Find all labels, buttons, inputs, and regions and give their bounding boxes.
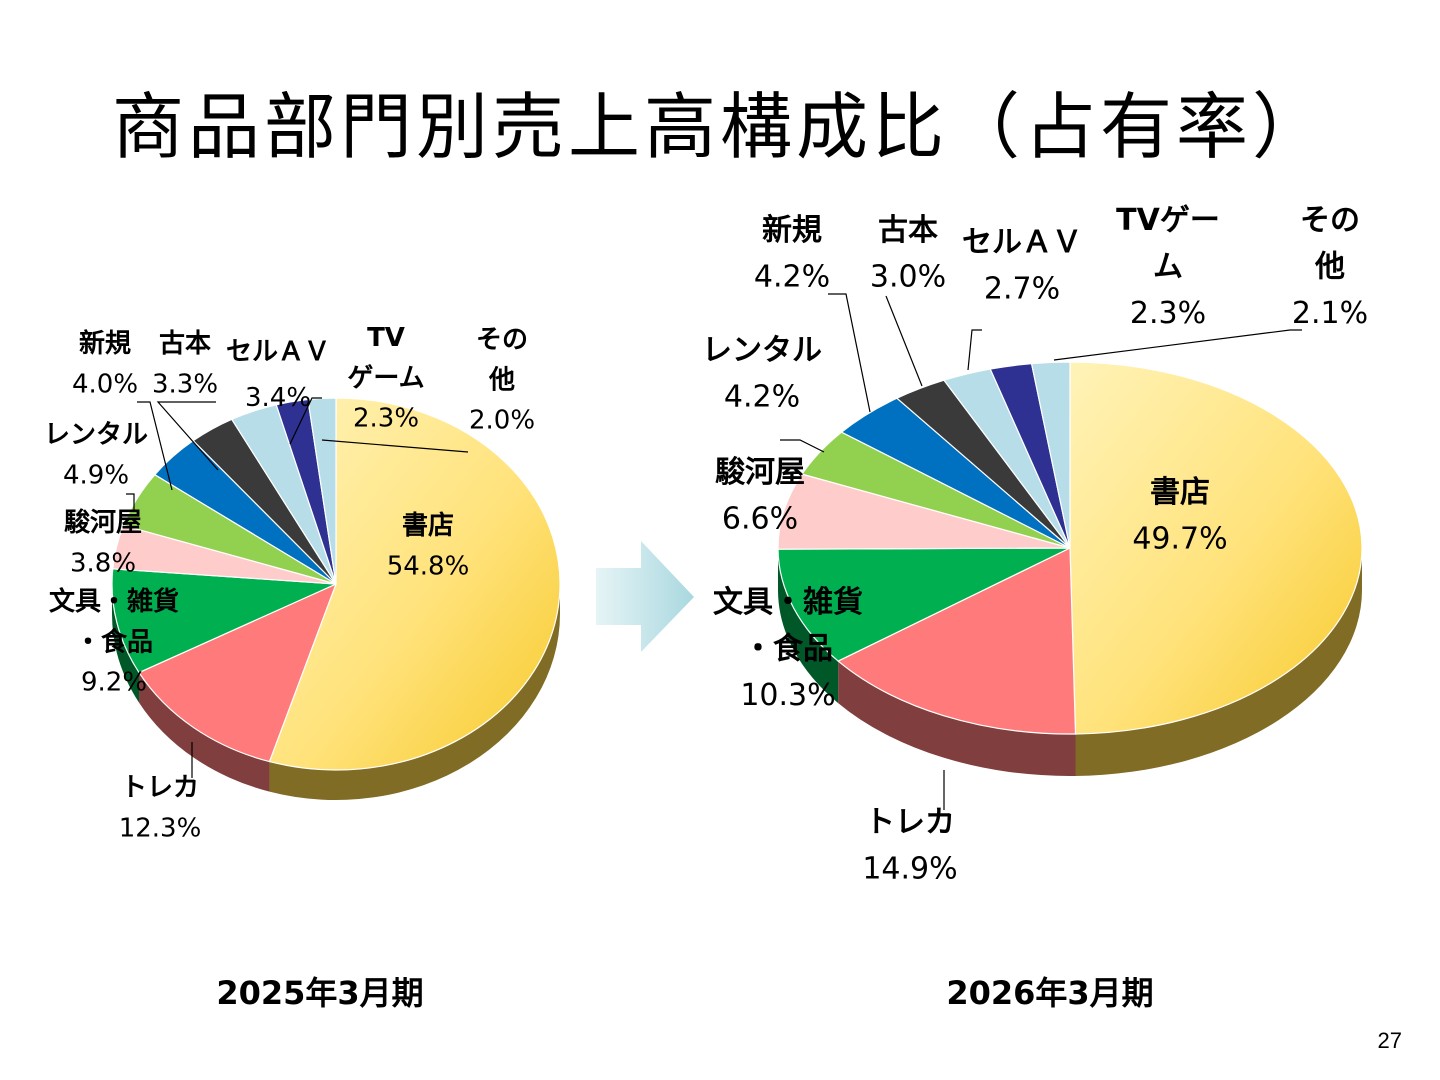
slice-label-TVゲーム: ゲーム [347, 363, 424, 393]
leader-line-TVゲーム [289, 397, 322, 445]
pie-side-トレカ [838, 661, 1076, 777]
leader-line-レンタル [780, 439, 825, 453]
page-number: 27 [1377, 1028, 1402, 1053]
slice-label-レンタル: レンタル [702, 333, 822, 368]
slice-value-駿河屋: 3.8% [70, 548, 136, 578]
slice-value-駿河屋: 6.6% [722, 502, 798, 537]
slice-label-その他: 他 [1314, 250, 1345, 285]
slice-value-古本: 3.3% [152, 369, 218, 399]
pie-slice-書店 [268, 397, 561, 771]
pie-slice-駿河屋 [777, 473, 1071, 550]
leader-line-古本 [156, 401, 219, 471]
slice-label-駿河屋: 駿河屋 [64, 507, 142, 538]
slice-label-古本: 古本 [878, 213, 938, 248]
slice-value-レンタル: 4.9% [63, 460, 129, 490]
slice-label-書店: 書店 [1150, 475, 1210, 510]
slice-value-TVゲーム: 2.3% [1130, 296, 1206, 331]
slice-value-セルAV: 3.4% [245, 383, 311, 413]
pie-side-トレカ [139, 672, 270, 792]
slice-label-その他: 他 [488, 365, 515, 395]
pie-side-文具・雑貨・食品 [778, 549, 839, 704]
leader-line-セルAV [967, 329, 982, 371]
slice-value-TVゲーム: 2.3% [353, 404, 419, 434]
pie-slice-トレカ [138, 582, 338, 763]
period-label-2026: 2026年3月期 [946, 974, 1154, 1012]
slice-value-文具・雑貨・食品: 10.3% [740, 678, 835, 713]
slice-label-駿河屋: 駿河屋 [715, 455, 805, 490]
slice-label-新規: 新規 [762, 213, 822, 248]
pie-chart-2025: 書店 54.8% トレカ 12.3% 文具・雑貨・食品 9.2% 駿河屋 3.8% レンタル 4.… [44, 323, 561, 843]
leader-line-その他 [1053, 329, 1302, 361]
slice-label-トレカ: トレカ [121, 773, 199, 803]
leader-line-古本 [885, 295, 923, 387]
slice-value-古本: 3.0% [870, 260, 946, 295]
slice-label-文具・雑貨・食品: ・食品 [75, 626, 153, 657]
slice-label-TVゲーム: ム [1153, 250, 1183, 285]
leader-line-新規 [137, 401, 173, 491]
pie-side-書店 [269, 584, 560, 800]
slice-label-書店: 書店 [402, 511, 454, 541]
transition-arrow-icon [596, 541, 694, 652]
slice-label-文具・雑貨・食品: ・食品 [743, 632, 833, 667]
pie-slice-トレカ [837, 547, 1077, 735]
leader-line-レンタル [126, 493, 135, 510]
slice-value-その他: 2.0% [469, 406, 535, 436]
slice-value-文具・雑貨・食品: 9.2% [81, 668, 147, 698]
leader-line-その他 [321, 439, 469, 453]
pie-slice-文具・雑貨・食品 [111, 568, 337, 674]
pie-slice-その他 [1030, 361, 1071, 549]
slice-label-文具・雑貨・食品: 文具・雑貨 [713, 585, 863, 620]
slice-value-その他: 2.1% [1292, 296, 1368, 331]
pie-chart-2026: 書店 49.7% トレカ 14.9% 文具・雑貨・食品 10.3% 駿河屋 6.6% レンタル 4… [702, 203, 1368, 887]
pie-slice-文具・雑貨・食品 [777, 547, 1071, 662]
slice-label-セルAV: セルＡＶ [226, 337, 330, 367]
slice-value-トレカ: 12.3% [119, 813, 202, 843]
slice-value-トレカ: 14.9% [862, 852, 957, 887]
slice-value-レンタル: 4.2% [724, 380, 800, 415]
slice-label-レンタル: レンタル [44, 420, 148, 450]
slice-label-その他: その [1300, 203, 1360, 238]
slice-value-書店: 49.7% [1132, 522, 1227, 557]
slice-label-TVゲーム: TV [367, 323, 405, 353]
slice-value-セルAV: 2.7% [984, 272, 1060, 307]
slice-label-トレカ: トレカ [865, 805, 955, 840]
slice-label-TVゲーム: TVゲー [1116, 203, 1220, 238]
slice-label-その他: その [476, 325, 528, 355]
slide-title: 商品部門別売上高構成比（占有率） [111, 85, 1328, 169]
slice-label-セルAV: セルＡＶ [962, 225, 1082, 260]
slice-value-新規: 4.2% [754, 260, 830, 295]
slice-label-古本: 古本 [159, 329, 211, 359]
leader-line-新規 [828, 293, 871, 413]
slice-label-新規: 新規 [79, 328, 131, 359]
slice-value-新規: 4.0% [72, 369, 138, 399]
period-label-2025: 2025年3月期 [216, 974, 424, 1012]
pie-side-文具・雑貨・食品 [112, 584, 140, 703]
slice-value-書店: 54.8% [387, 551, 470, 581]
pie-side-書店 [1075, 548, 1362, 776]
slice-label-文具・雑貨・食品: 文具・雑貨 [49, 586, 179, 617]
pie-slice-書店 [1069, 361, 1363, 735]
